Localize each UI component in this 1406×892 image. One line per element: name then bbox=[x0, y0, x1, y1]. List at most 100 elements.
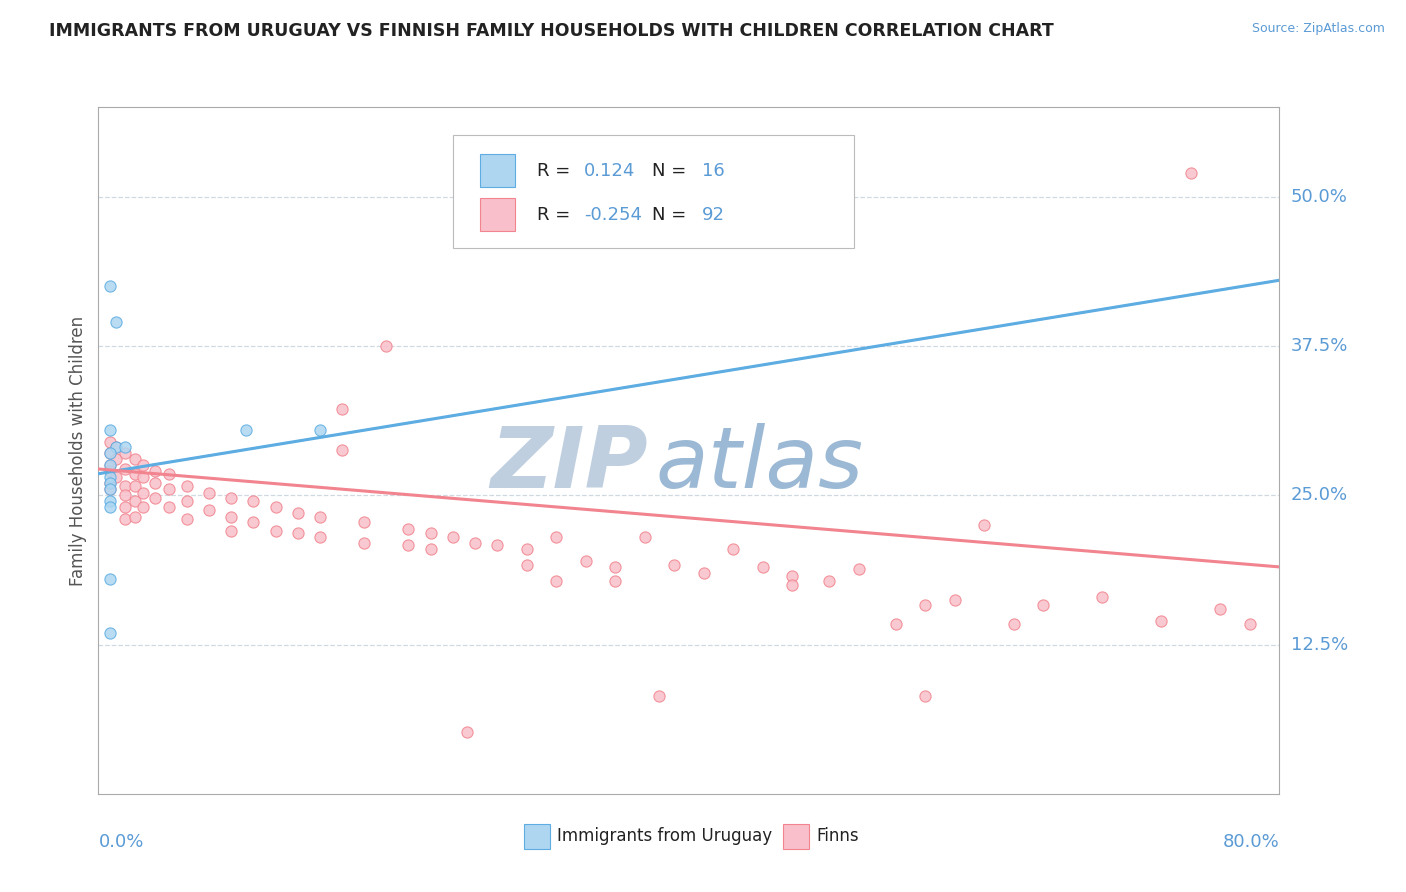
Point bbox=[441, 530, 464, 544]
Point bbox=[98, 464, 121, 478]
Point bbox=[398, 538, 420, 552]
Point bbox=[176, 512, 198, 526]
Text: 80.0%: 80.0% bbox=[1223, 833, 1279, 851]
Point bbox=[914, 598, 936, 612]
Point bbox=[664, 558, 686, 572]
Point bbox=[221, 509, 243, 524]
Point bbox=[176, 479, 198, 493]
Point bbox=[516, 558, 538, 572]
Point bbox=[98, 476, 121, 491]
Text: Finns: Finns bbox=[817, 828, 859, 846]
Bar bbox=[523, 824, 550, 849]
Point bbox=[98, 470, 121, 484]
Point bbox=[98, 500, 121, 515]
Point bbox=[605, 560, 627, 574]
Point bbox=[287, 526, 309, 541]
Point bbox=[235, 423, 257, 437]
Point bbox=[114, 441, 136, 455]
Text: 92: 92 bbox=[702, 206, 725, 224]
Point bbox=[486, 538, 509, 552]
Point bbox=[264, 500, 287, 515]
Bar bbox=[479, 198, 516, 231]
Point bbox=[1002, 617, 1025, 632]
Point bbox=[114, 512, 136, 526]
Point bbox=[98, 483, 121, 497]
Point bbox=[1239, 617, 1261, 632]
Point bbox=[143, 464, 166, 478]
FancyBboxPatch shape bbox=[453, 135, 855, 248]
Point bbox=[143, 491, 166, 505]
Point bbox=[287, 506, 309, 520]
Point bbox=[98, 494, 121, 508]
Point bbox=[132, 470, 155, 484]
Point bbox=[782, 569, 804, 583]
Point bbox=[723, 541, 745, 556]
Text: 16: 16 bbox=[702, 162, 724, 180]
Point bbox=[221, 524, 243, 538]
Point bbox=[309, 509, 332, 524]
Point bbox=[464, 536, 486, 550]
Text: R =: R = bbox=[537, 206, 575, 224]
Point bbox=[818, 574, 841, 589]
Text: IMMIGRANTS FROM URUGUAY VS FINNISH FAMILY HOUSEHOLDS WITH CHILDREN CORRELATION C: IMMIGRANTS FROM URUGUAY VS FINNISH FAMIL… bbox=[49, 22, 1054, 40]
Bar bbox=[479, 154, 516, 187]
Point bbox=[693, 566, 716, 580]
Point bbox=[648, 689, 671, 703]
Point bbox=[575, 554, 598, 568]
Text: ZIP: ZIP bbox=[489, 423, 648, 506]
Point bbox=[516, 541, 538, 556]
Point bbox=[105, 452, 128, 467]
Point bbox=[98, 625, 121, 640]
Point bbox=[605, 574, 627, 589]
Point bbox=[124, 494, 146, 508]
Point bbox=[124, 467, 146, 481]
Text: atlas: atlas bbox=[655, 423, 863, 506]
Text: 25.0%: 25.0% bbox=[1291, 486, 1348, 504]
Point bbox=[914, 689, 936, 703]
Text: 12.5%: 12.5% bbox=[1291, 636, 1348, 654]
Point bbox=[114, 462, 136, 476]
Point bbox=[98, 279, 121, 293]
Point bbox=[98, 446, 121, 460]
Point bbox=[375, 339, 398, 353]
Point bbox=[124, 479, 146, 493]
Point bbox=[198, 502, 221, 516]
Point bbox=[98, 572, 121, 586]
Point bbox=[176, 494, 198, 508]
Point bbox=[1180, 166, 1202, 180]
Point bbox=[98, 423, 121, 437]
Point bbox=[157, 483, 180, 497]
Point bbox=[419, 526, 441, 541]
Point bbox=[419, 541, 441, 556]
Point bbox=[546, 530, 568, 544]
Point bbox=[132, 458, 155, 473]
Point bbox=[782, 578, 804, 592]
Point bbox=[1150, 614, 1173, 628]
Point bbox=[309, 530, 332, 544]
Point bbox=[353, 515, 375, 529]
Point bbox=[98, 458, 121, 473]
Point bbox=[114, 479, 136, 493]
Point bbox=[105, 441, 128, 455]
Point bbox=[330, 442, 353, 457]
Point bbox=[1209, 601, 1232, 615]
Point bbox=[98, 476, 121, 491]
Point bbox=[114, 500, 136, 515]
Text: Source: ZipAtlas.com: Source: ZipAtlas.com bbox=[1251, 22, 1385, 36]
Text: N =: N = bbox=[652, 206, 692, 224]
Text: 0.0%: 0.0% bbox=[98, 833, 143, 851]
Point bbox=[221, 491, 243, 505]
Point bbox=[242, 494, 264, 508]
Point bbox=[546, 574, 568, 589]
Point bbox=[1032, 598, 1054, 612]
Point bbox=[124, 509, 146, 524]
Point bbox=[309, 423, 332, 437]
Point bbox=[264, 524, 287, 538]
Point bbox=[114, 446, 136, 460]
Point bbox=[198, 486, 221, 500]
Point bbox=[943, 593, 966, 607]
Point bbox=[1091, 590, 1114, 604]
Point bbox=[132, 486, 155, 500]
Text: 50.0%: 50.0% bbox=[1291, 187, 1347, 206]
Point bbox=[98, 458, 121, 473]
